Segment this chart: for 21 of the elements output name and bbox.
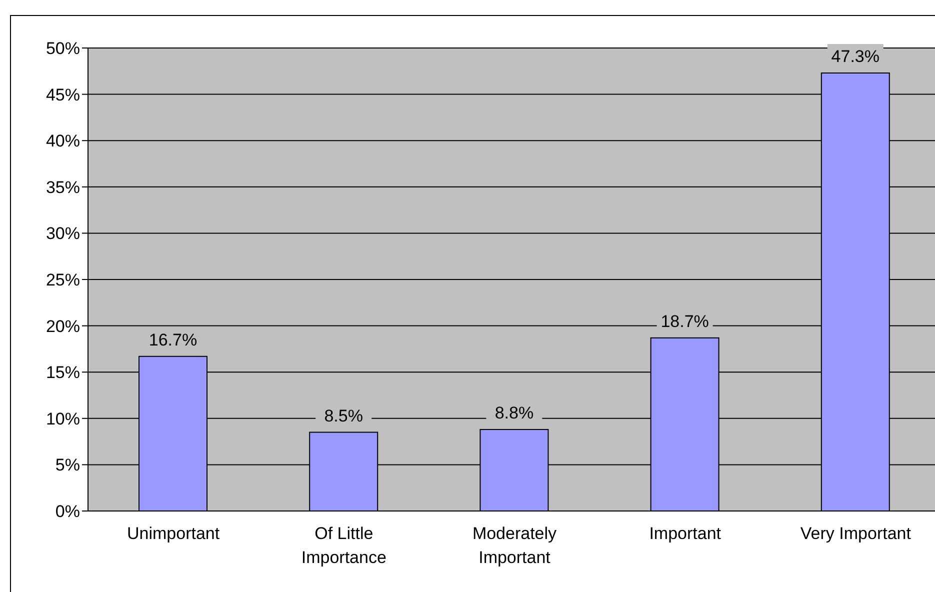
- data-label: 8.5%: [324, 406, 363, 426]
- data-label: 16.7%: [148, 330, 198, 350]
- data-label: 8.8%: [494, 404, 534, 423]
- x-tick-label: Moderately Important: [472, 524, 558, 568]
- x-tick-label: Very Important: [800, 524, 912, 544]
- y-tick-label: 35%: [46, 178, 80, 197]
- x-tick-label: Important: [649, 524, 722, 544]
- y-tick-label: 40%: [46, 132, 80, 151]
- y-tick-label: 25%: [46, 270, 80, 290]
- data-label: 18.7%: [660, 312, 709, 331]
- x-tick-label: Of Little Importance: [301, 524, 386, 568]
- y-tick-label: 15%: [46, 363, 80, 382]
- y-tick-label: 5%: [55, 456, 80, 475]
- y-tick-label: 45%: [46, 85, 80, 104]
- y-tick-label: 0%: [55, 502, 80, 522]
- y-tick-label: 10%: [46, 409, 80, 428]
- y-tick-label: 50%: [46, 39, 80, 58]
- x-tick-label: Unimportant: [126, 524, 220, 544]
- y-tick-label: 30%: [46, 224, 80, 244]
- y-tick-label: 20%: [46, 316, 80, 336]
- data-label: 47.3%: [831, 47, 880, 66]
